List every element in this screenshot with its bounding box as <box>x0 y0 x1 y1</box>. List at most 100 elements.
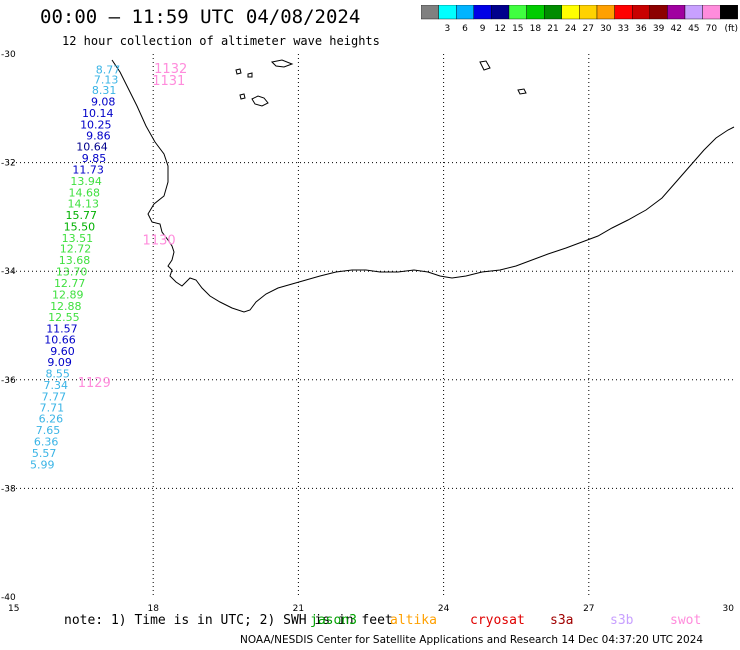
legend-tick-label: 45 <box>688 24 699 34</box>
satellite-label-jason3: jason3 <box>310 613 357 628</box>
island <box>517 88 527 95</box>
legend-swatch <box>456 5 475 20</box>
legend-swatch <box>421 5 439 20</box>
legend-swatch <box>720 5 739 20</box>
legend-swatch <box>438 5 457 20</box>
legend-swatch <box>614 5 633 20</box>
legend-swatch <box>684 5 703 20</box>
latitude-tick-label: -40 <box>1 593 16 603</box>
latitude-tick-label: -34 <box>1 267 16 277</box>
wave-height-label: 15.50 <box>64 220 96 233</box>
satellite-label-s3b: s3b <box>610 613 634 628</box>
latitude-tick-label: -30 <box>1 50 16 60</box>
pass-time-label: 1132 <box>154 62 187 77</box>
island <box>270 59 294 68</box>
longitude-tick-label: 24 <box>438 604 450 614</box>
wave-height-label: 6.26 <box>39 413 64 426</box>
latitude-tick-label: -32 <box>1 159 16 169</box>
legend-tick-label: 27 <box>582 24 593 34</box>
legend-swatch <box>473 5 492 20</box>
longitude-tick-label: 15 <box>8 604 19 614</box>
satellite-label-altika: altika <box>390 613 437 628</box>
legend-tick-label: 30 <box>600 24 612 34</box>
wave-height-label: 12.89 <box>52 288 84 301</box>
legend-tick-label: 24 <box>565 24 577 34</box>
wave-height-label: 8.77 <box>96 64 121 77</box>
wave-height-label: 9.86 <box>86 129 111 142</box>
legend-swatch <box>543 5 562 20</box>
legend-tick-label: 3 <box>445 24 451 34</box>
pass-time-label: 1129 <box>78 376 111 391</box>
wave-height-label: 11.57 <box>46 323 78 336</box>
longitude-tick-label: 27 <box>583 604 594 614</box>
graticule <box>8 54 734 597</box>
wave-height-label: 10.64 <box>76 141 108 154</box>
legend-swatch <box>526 5 545 20</box>
legend-tick-label: 18 <box>530 24 542 34</box>
credit-line: NOAA/NESDIS Center for Satellite Applica… <box>240 634 704 646</box>
pass-time-label: 1130 <box>143 234 176 249</box>
wave-height-label: 5.99 <box>30 458 55 471</box>
coastline <box>111 59 735 313</box>
island <box>239 93 246 100</box>
legend-tick-label: 6 <box>462 24 468 34</box>
wave-height-label: 12.88 <box>50 300 82 313</box>
altimeter-track: 8.777.138.319.0810.1410.259.8610.649.851… <box>30 64 120 472</box>
wave-height-label: 7.65 <box>36 424 61 437</box>
wave-height-label: 6.36 <box>34 436 59 449</box>
satellite-label-cryosat: cryosat <box>470 613 525 628</box>
longitude-tick-label: 30 <box>723 604 735 614</box>
satellite-label-swot: swot <box>670 613 702 628</box>
legend-tick-label: 39 <box>653 24 665 34</box>
wave-height-label: 9.08 <box>91 96 116 109</box>
legend-swatch <box>561 5 580 20</box>
wave-height-label: 11.73 <box>72 163 104 176</box>
legend-tick-label: 33 <box>618 24 629 34</box>
legend-swatch <box>667 5 686 20</box>
island <box>479 60 491 71</box>
footnote: note: 1) Time is in UTC; 2) SWH is in fe… <box>64 613 393 628</box>
wave-height-label: 7.13 <box>94 73 119 86</box>
wave-height-label: 10.14 <box>82 107 114 120</box>
wave-height-label: 13.68 <box>59 254 91 267</box>
island <box>247 72 253 78</box>
page-subtitle: 12 hour collection of altimeter wave hei… <box>62 34 380 48</box>
pass-time-label: 1131 <box>152 74 185 89</box>
latitude-tick-label: -38 <box>1 484 16 494</box>
wave-height-label: 7.34 <box>44 379 69 392</box>
legend-tick-label: 36 <box>635 24 647 34</box>
satellite-label-s3a: s3a <box>550 613 574 628</box>
legend-unit-label: (ft) <box>724 24 738 34</box>
wave-height-label: 15.77 <box>66 209 98 222</box>
legend-tick-label: 70 <box>706 24 718 34</box>
legend-swatch <box>631 5 650 20</box>
island <box>235 68 242 75</box>
wave-height-label: 13.51 <box>62 232 94 245</box>
wave-height-label: 12.77 <box>54 277 86 290</box>
wave-height-label: 12.72 <box>60 243 92 256</box>
wave-height-label: 12.55 <box>48 311 80 324</box>
wave-height-label: 9.09 <box>47 356 72 369</box>
legend-tick-label: 9 <box>480 24 486 34</box>
legend-swatch <box>649 5 668 20</box>
wave-height-label: 9.60 <box>50 345 75 358</box>
wave-height-label: 8.55 <box>45 368 70 381</box>
legend-tick-label: 21 <box>547 24 558 34</box>
longitude-labels: 15 18 21 24 27 30 <box>8 604 734 614</box>
wave-height-label: 14.13 <box>67 198 99 211</box>
longitude-tick-label: 21 <box>293 604 304 614</box>
wave-height-label: 13.70 <box>56 266 88 279</box>
legend-tick-label: 15 <box>512 24 523 34</box>
legend-tick-label: 42 <box>670 24 681 34</box>
wave-height-label: 14.68 <box>68 186 100 199</box>
wave-height-label: 5.57 <box>32 447 57 460</box>
wave-height-label: 7.71 <box>40 401 65 414</box>
legend-swatch <box>596 5 615 20</box>
wave-height-label: 8.31 <box>92 84 117 97</box>
wave-height-label: 10.25 <box>80 118 112 131</box>
latitude-tick-label: -36 <box>1 376 16 386</box>
wave-height-label: 13.94 <box>70 175 102 188</box>
south-africa-coastline <box>111 59 735 313</box>
